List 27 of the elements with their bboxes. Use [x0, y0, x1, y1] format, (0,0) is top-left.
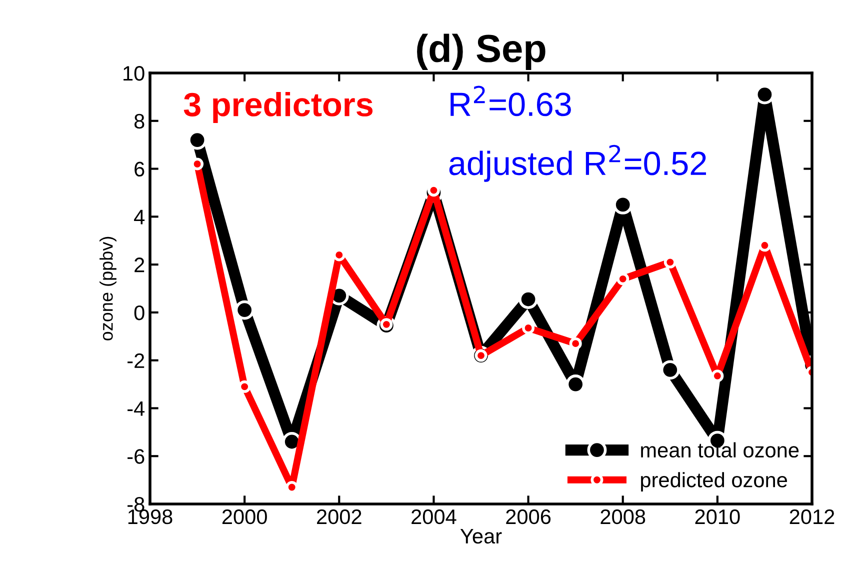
point	[427, 184, 440, 197]
chart-title: (d) Sep	[417, 34, 546, 70]
y-tick-label: -4	[128, 401, 145, 416]
x-tick-label: 2012	[790, 509, 834, 524]
x-tick-label: 2004	[412, 509, 456, 524]
y-tick-label: 2	[134, 258, 144, 272]
x-tick-label: 2000	[222, 509, 267, 524]
x-tick-label: 2010	[695, 509, 740, 524]
x-axis-title: Year	[460, 529, 502, 544]
point	[711, 370, 724, 382]
annotation: R$^{2}$=0.63	[450, 86, 571, 116]
y-tick-label: -6	[128, 449, 144, 464]
point	[616, 272, 630, 286]
y-tick-label: 0	[134, 305, 144, 320]
annotation: adjusted R$^{2}$=0.52	[449, 144, 706, 182]
y-tick-label: 6	[134, 162, 144, 177]
y-axis-title: ozone (ppbv)	[100, 236, 116, 340]
x-tick-label: 2006	[506, 509, 551, 524]
y-tick-label: 8	[134, 114, 144, 129]
x-tick-label: 2008	[600, 509, 646, 524]
x-tick-label: 2002	[317, 509, 362, 524]
y-tick-label: -2	[128, 353, 144, 368]
annotation: 3 predictors	[184, 92, 373, 124]
legend-label: predicted ozone	[641, 472, 788, 492]
point	[569, 337, 582, 350]
y-tick-label: 10	[124, 66, 144, 81]
y-tick-label: 4	[134, 210, 145, 224]
